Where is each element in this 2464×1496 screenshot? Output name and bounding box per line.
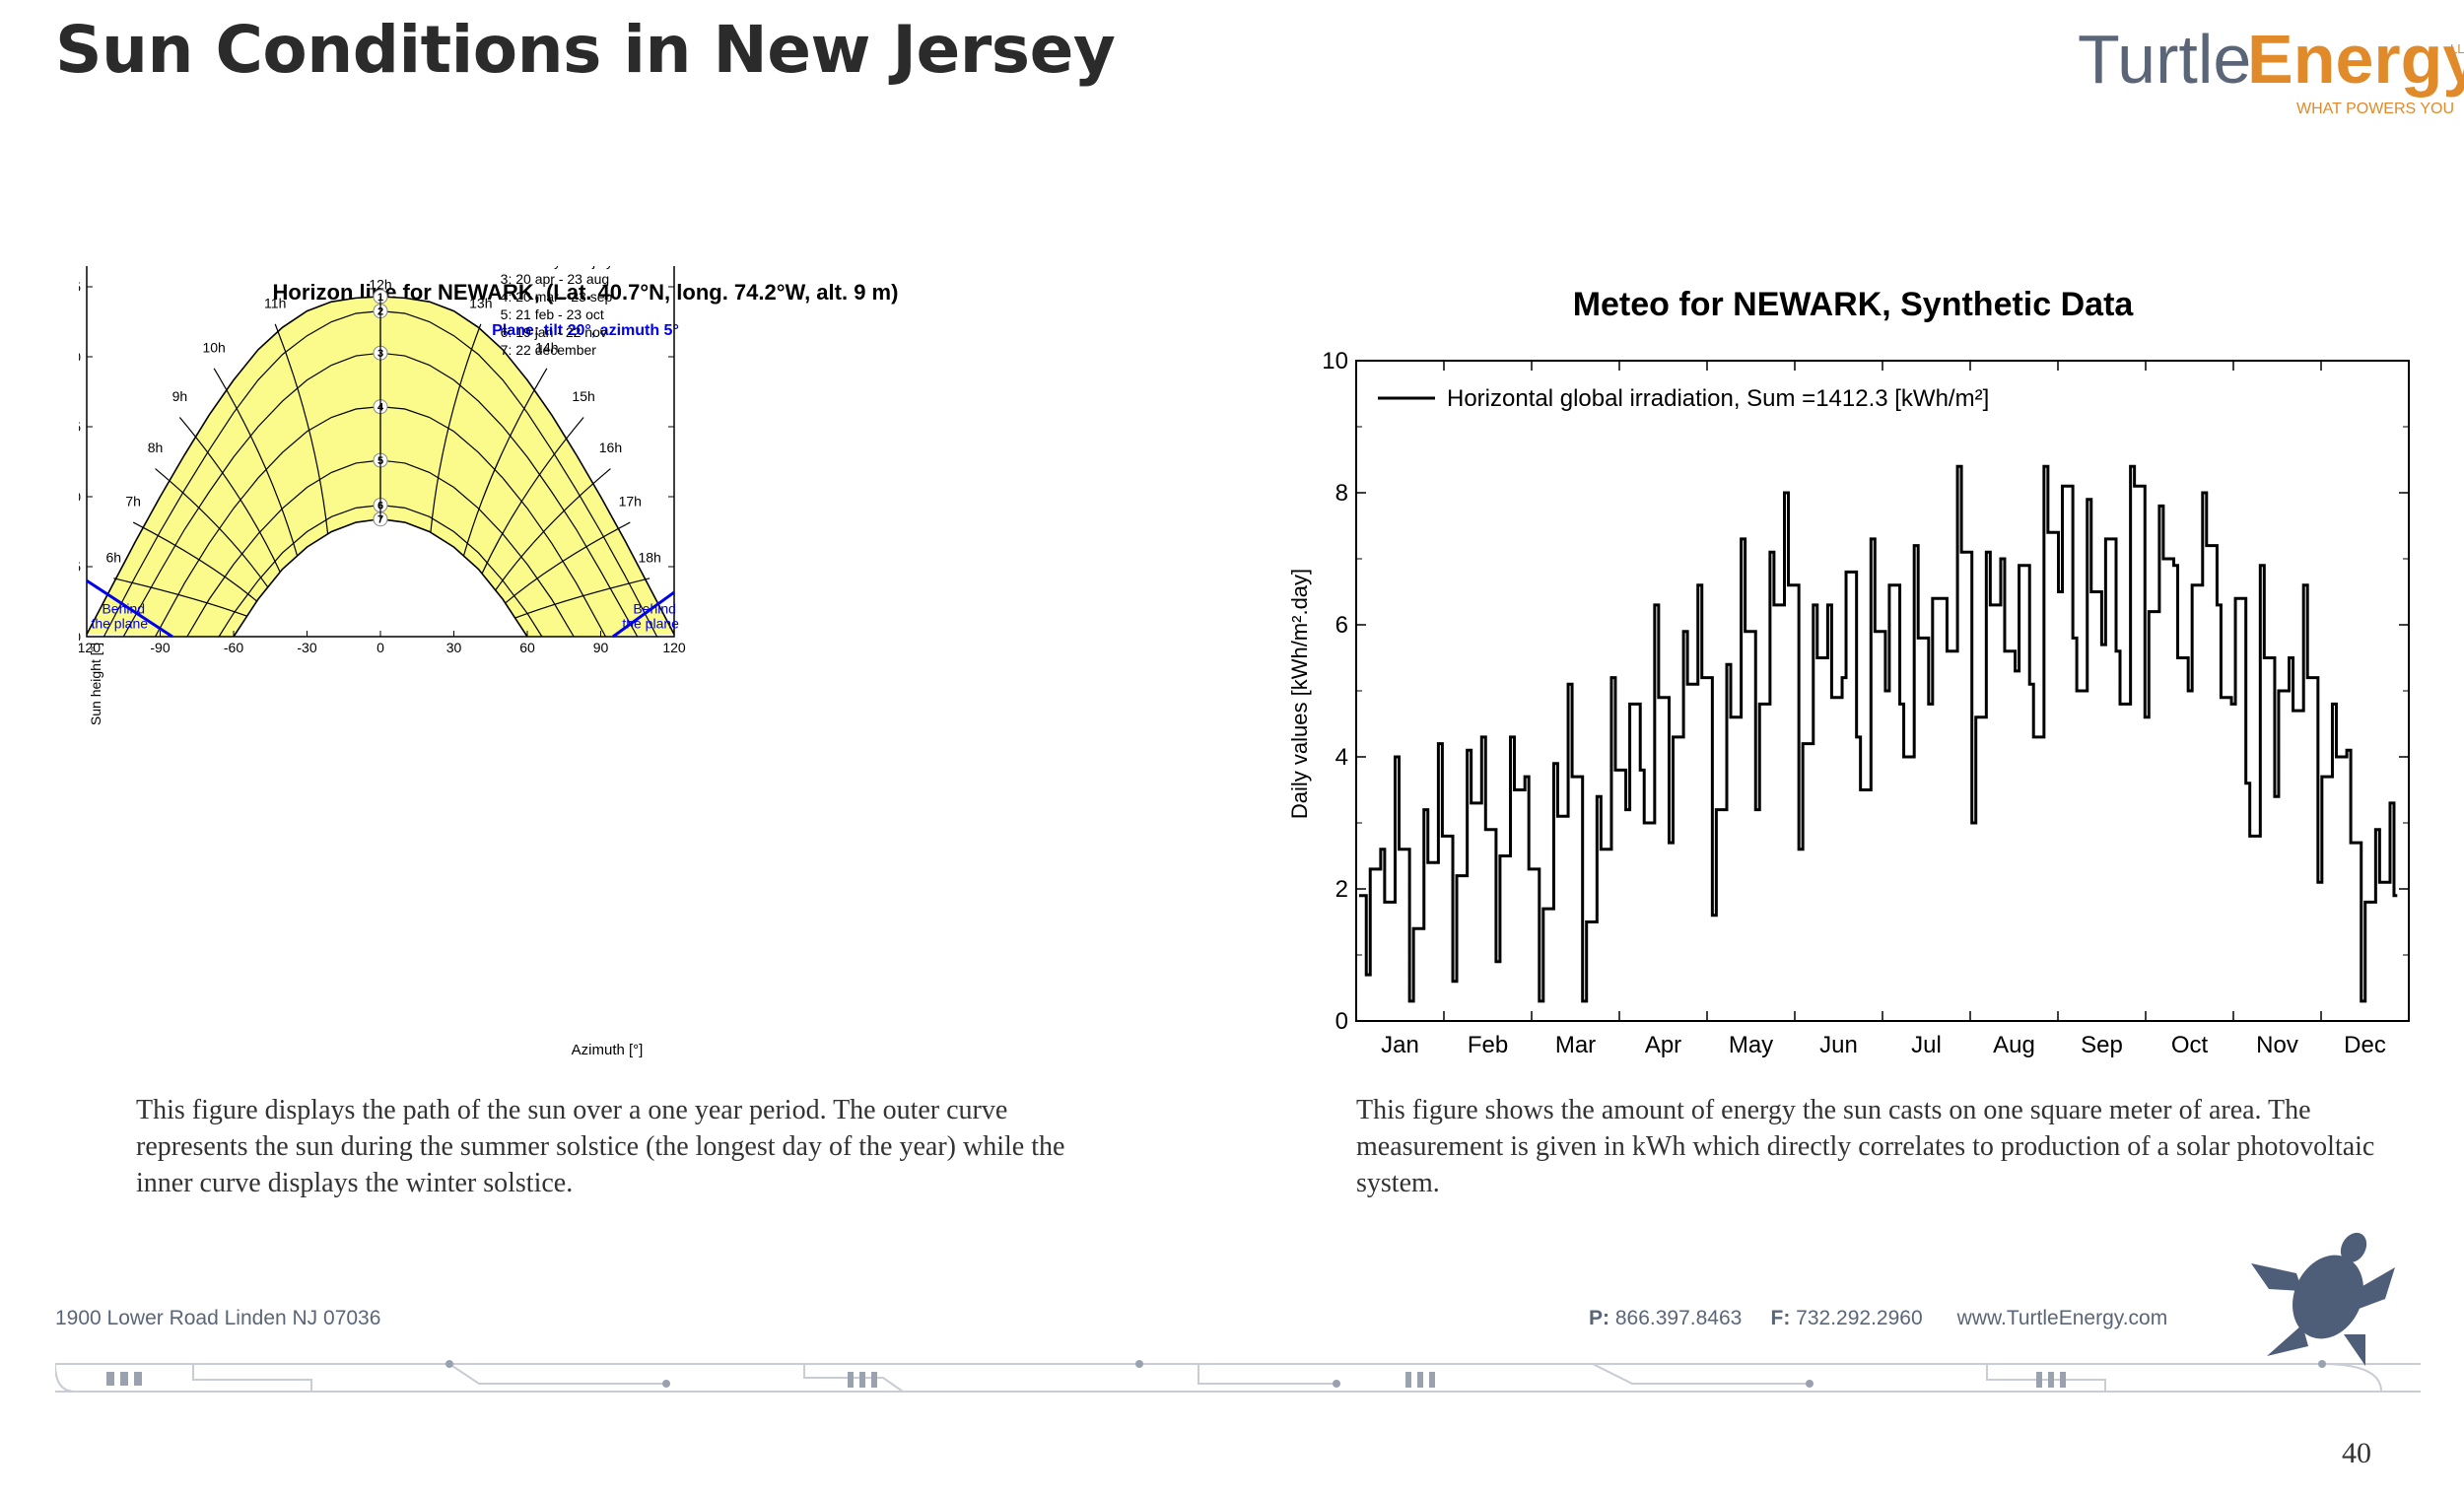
hour-line: [481, 417, 584, 575]
fax-number: 732.292.2960: [1796, 1307, 1923, 1329]
x-tick-label: 30: [446, 640, 462, 655]
hour-line: [178, 417, 281, 573]
logo-text-turtle: Turtle: [2078, 21, 2252, 98]
phone-label: P:: [1589, 1307, 1609, 1329]
x-tick-label: -90: [150, 640, 170, 655]
meteo-caption: This figure shows the amount of energy t…: [1356, 1095, 2375, 1198]
sun-path-caption: This figure displays the path of the sun…: [136, 1095, 1065, 1198]
hour-label: 7h: [125, 493, 141, 509]
meteo-axes-frame: [1355, 360, 2410, 1022]
meteo-chart: Meteo for NEWARK, Synthetic Data 0 2 4 6 8 10…: [1287, 286, 2410, 1058]
irradiation-series-line: [1358, 464, 2398, 1003]
sun-chart-xlabel: Azimuth [°]: [572, 1042, 644, 1058]
footer-address: 1900 Lower Road Linden NJ 07036: [55, 1307, 381, 1329]
sun-legend-item: 3: 20 apr - 23 aug: [501, 271, 610, 287]
y-tick-label: 2: [1335, 876, 1348, 903]
page-number: 40: [2342, 1437, 2371, 1469]
y-tick-label: 45: [79, 419, 81, 435]
meteo-plot-area: 0 2 4 6 8 10 Jan Feb Mar Apr May Jun Jul Aug Sep Oct Nov…: [1322, 348, 2410, 1058]
company-logo: Turtle Energy LLC WHAT POWERS YOU: [2070, 20, 2464, 128]
website-link[interactable]: www.TurtleEnergy.com: [1956, 1307, 2168, 1329]
fax-label: F:: [1770, 1307, 1791, 1329]
behind-plane-label: Behind: [633, 600, 676, 616]
hour-line: [213, 368, 299, 557]
x-tick-label: 60: [519, 640, 535, 655]
hour-label: 9h: [172, 388, 188, 404]
x-tick-label: 120: [662, 640, 686, 655]
y-tick-label: 8: [1335, 480, 1348, 507]
meteo-chart-title: Meteo for NEWARK, Synthetic Data: [1573, 286, 2135, 323]
sun-chart-ylabel: Sun height [°]: [88, 643, 103, 725]
month-label: Oct: [2171, 1032, 2209, 1058]
hour-label: 6h: [106, 549, 122, 565]
month-label: Dec: [2344, 1032, 2386, 1058]
x-tick-label: -120: [79, 640, 101, 655]
hour-line: [462, 368, 548, 557]
hour-label: 15h: [572, 388, 594, 404]
month-label: Feb: [1468, 1032, 1508, 1058]
hour-label: 10h: [202, 339, 225, 355]
hour-line: [132, 521, 257, 602]
y-tick-label: 60: [79, 349, 81, 365]
y-tick-label: 6: [1335, 612, 1348, 639]
hour-label: 8h: [148, 440, 164, 455]
meteo-chart-ylabel: Daily values [kWh/m².day]: [1287, 569, 1312, 819]
month-label: Sep: [2081, 1032, 2123, 1058]
logo-suffix: LLC: [2450, 41, 2464, 56]
month-label: May: [1729, 1032, 1773, 1058]
hour-line: [155, 468, 269, 588]
sun-legend-item: 2: 22 may - 23 july: [501, 266, 613, 269]
plane-line-left: [86, 578, 173, 639]
y-tick-label: 0: [79, 629, 81, 645]
behind-plane-label: the plane: [622, 615, 679, 631]
sun-legend-item: 6: 19 jan - 22 nov: [501, 324, 607, 340]
x-tick-label: 0: [376, 640, 384, 655]
sun-plot-area: 1234567-120-90-60-3003060901200153045607…: [79, 266, 686, 655]
footer-contact: P: 866.397.8463 F: 732.292.2960 www.Turt…: [1589, 1307, 2167, 1330]
hour-label: 14h: [535, 339, 558, 355]
page-title: Sun Conditions in New Jersey: [55, 12, 1116, 88]
hour-line: [495, 468, 611, 591]
y-tick-label: 4: [1335, 744, 1348, 771]
month-label: Nov: [2256, 1032, 2298, 1058]
hour-label: 18h: [638, 549, 660, 565]
sun-legend-item: 5: 21 feb - 23 oct: [501, 306, 604, 322]
y-tick-label: 10: [1322, 348, 1348, 374]
y-tick-label: 30: [79, 489, 81, 505]
hour-label: 11h: [264, 295, 286, 310]
y-tick-label: 0: [1335, 1008, 1348, 1035]
month-label: Apr: [1645, 1032, 1681, 1058]
logo-text-energy: Energy: [2247, 21, 2464, 98]
y-tick-label: 75: [79, 279, 81, 295]
sun-path-chart: Horizon line for NEWARK, (Lat. 40.7°N, l…: [79, 266, 898, 1058]
sun-chart-subtitle: Plane: tilt 20°, azimuth 5°: [492, 322, 679, 339]
behind-plane-label: the plane: [91, 615, 148, 631]
phone-number: 866.397.8463: [1614, 1307, 1743, 1329]
sun-legend-item: 4: 20 mar - 23 sep: [501, 289, 613, 305]
y-tick-label: 15: [79, 559, 81, 575]
meteo-legend-item: Horizontal global irradiation, Sum =1412…: [1447, 385, 1989, 412]
hour-label: 17h: [619, 493, 642, 509]
month-label: Jul: [1911, 1032, 1942, 1058]
logo-tagline: WHAT POWERS YOU: [2296, 101, 2455, 117]
month-label: Aug: [1993, 1032, 2035, 1058]
behind-plane-label: Behind: [102, 600, 145, 616]
hour-line: [505, 521, 631, 604]
month-label: Mar: [1555, 1032, 1596, 1058]
turtle-icon: [2251, 1232, 2395, 1366]
month-label: Jun: [1819, 1032, 1858, 1058]
sun-legend-item: 7: 22 december: [501, 342, 597, 358]
x-tick-label: 90: [593, 640, 609, 655]
month-label: Jan: [1381, 1032, 1419, 1058]
x-tick-label: -30: [297, 640, 316, 655]
hour-label: 16h: [599, 440, 622, 455]
plane-line-right: [612, 590, 675, 639]
hour-line: [274, 323, 329, 534]
circuit-decoration: [55, 1360, 2421, 1393]
curve-marker-label-7: 7: [377, 514, 383, 526]
hour-label: 12h: [369, 276, 391, 292]
hour-label: 13h: [469, 295, 492, 310]
x-tick-label: -60: [224, 640, 243, 655]
